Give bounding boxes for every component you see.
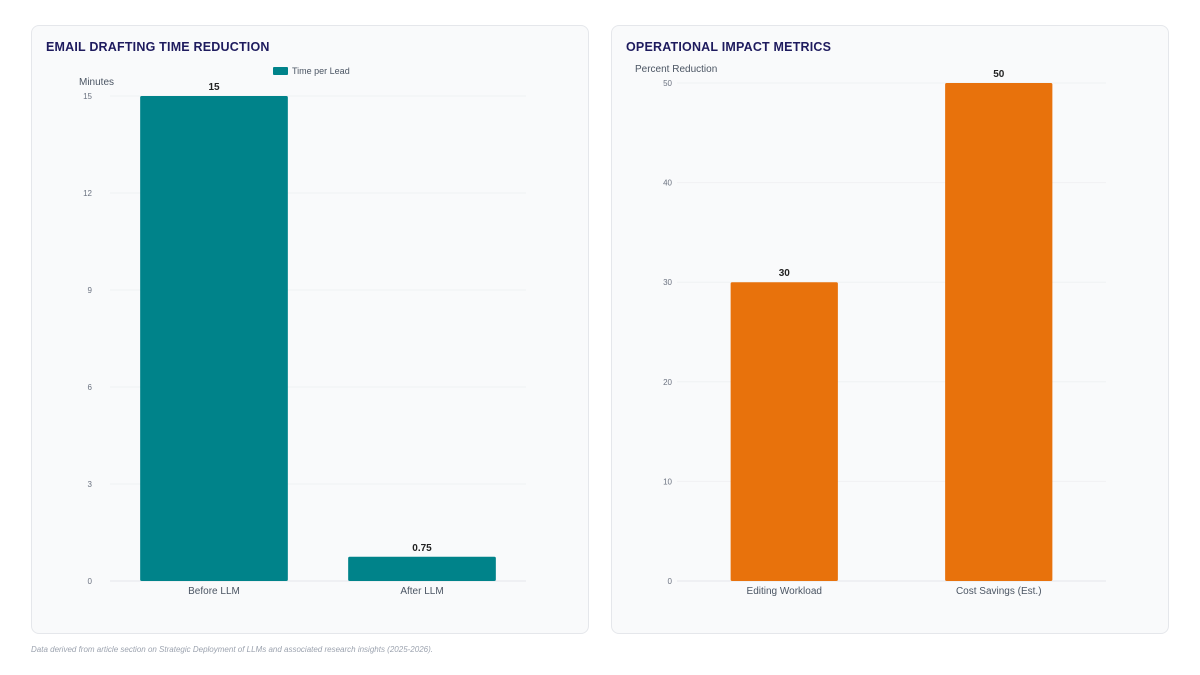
y-tick-label: 40 (663, 179, 672, 188)
legend-swatch (273, 67, 288, 75)
legend-label: Time per Lead (292, 66, 350, 76)
chart-panel-operational-impact: OPERATIONAL IMPACT METRICS 0 10 20 30 40 50 Pe… (611, 25, 1169, 634)
x-tick-label: After LLM (400, 586, 443, 597)
y-tick-label: 9 (88, 286, 93, 295)
bar (945, 83, 1053, 581)
chart-title: EMAIL DRAFTING TIME REDUCTION (46, 40, 270, 54)
bar (140, 96, 288, 581)
y-tick-label: 6 (88, 383, 93, 392)
chart-time-reduction: 0 3 6 9 12 15 Minutes 15 Before LLM 0.75 After LLM… (79, 66, 526, 597)
data-label: 30 (779, 268, 791, 279)
bar (730, 282, 838, 581)
bar (348, 556, 496, 581)
x-tick-label: Editing Workload (747, 586, 822, 597)
data-label: 0.75 (412, 543, 432, 554)
y-axis-label: Minutes (79, 77, 114, 88)
y-tick-label: 3 (88, 480, 93, 489)
y-tick-label: 0 (88, 577, 93, 586)
data-label: 15 (208, 82, 220, 93)
y-tick-label: 15 (83, 92, 92, 101)
footer-note: Data derived from article section on Str… (31, 645, 433, 654)
chart-title: OPERATIONAL IMPACT METRICS (626, 40, 832, 54)
x-tick-label: Before LLM (188, 586, 240, 597)
y-tick-label: 30 (663, 278, 672, 287)
data-label: 50 (993, 69, 1005, 80)
chart-panel-time-reduction: EMAIL DRAFTING TIME REDUCTION 0 3 6 9 12 15 Mi… (31, 25, 589, 634)
y-tick-label: 12 (83, 189, 92, 198)
y-tick-label: 10 (663, 477, 672, 486)
y-axis-label: Percent Reduction (635, 64, 717, 75)
y-tick-label: 20 (663, 378, 672, 387)
x-tick-label: Cost Savings (Est.) (956, 586, 1042, 597)
chart-operational-impact: 0 10 20 30 40 50 Percent Reduction 30 Editing Wo… (635, 64, 1106, 597)
legend: Time per Lead (273, 66, 350, 76)
y-tick-label: 50 (663, 79, 672, 88)
y-tick-label: 0 (668, 577, 673, 586)
